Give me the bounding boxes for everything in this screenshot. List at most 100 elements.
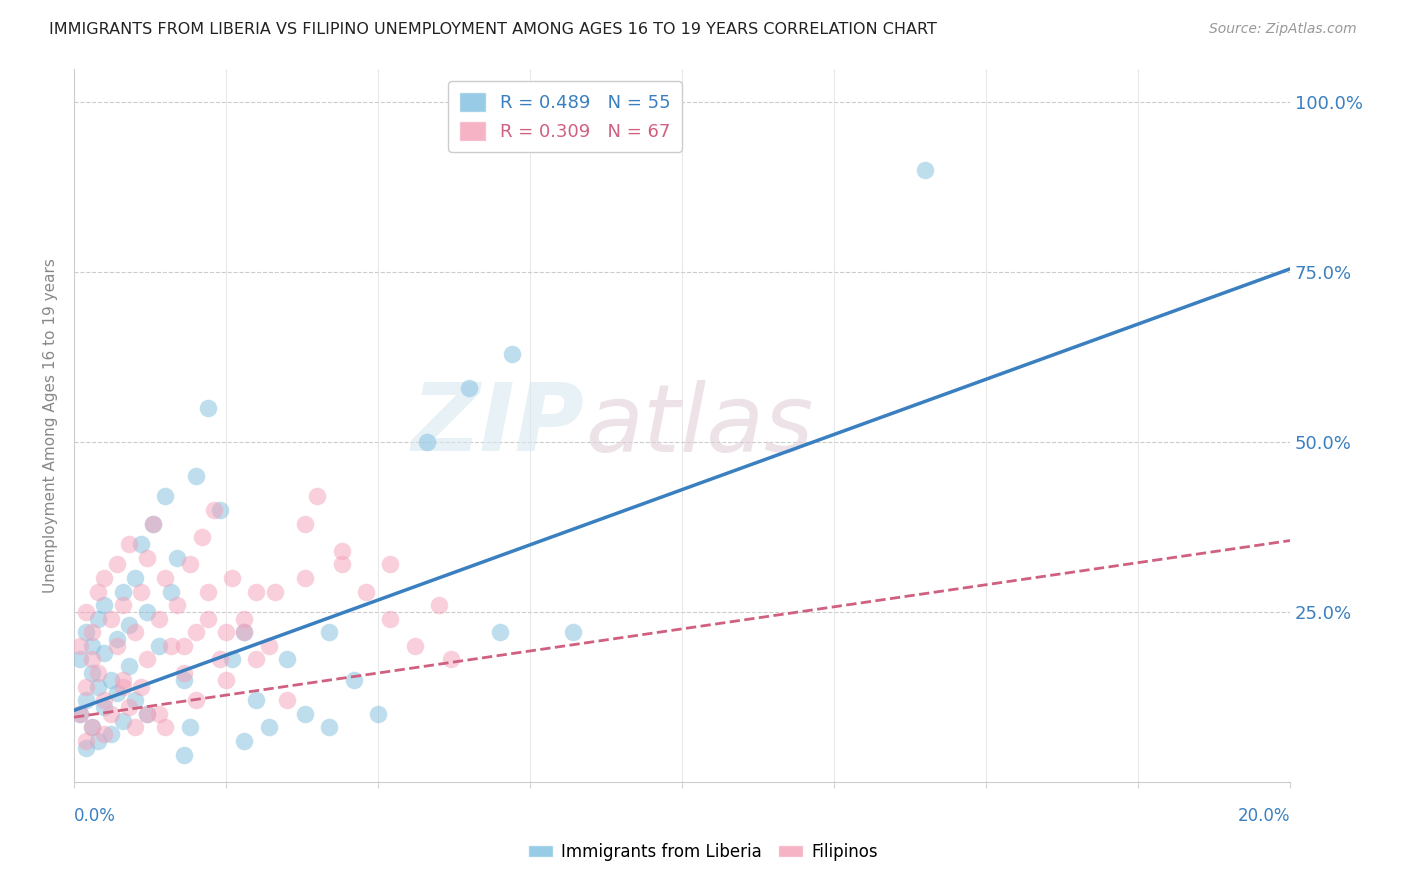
Point bbox=[105, 639, 128, 653]
Point bbox=[118, 700, 141, 714]
Text: 20.0%: 20.0% bbox=[1237, 807, 1291, 825]
Point bbox=[318, 625, 340, 640]
Point bbox=[148, 706, 170, 721]
Point bbox=[82, 625, 104, 640]
Point bbox=[160, 584, 183, 599]
Point bbox=[75, 605, 97, 619]
Point bbox=[69, 639, 91, 653]
Point bbox=[233, 612, 256, 626]
Point bbox=[330, 558, 353, 572]
Point bbox=[488, 625, 510, 640]
Point bbox=[914, 163, 936, 178]
Point bbox=[100, 706, 122, 721]
Point bbox=[87, 734, 110, 748]
Point bbox=[294, 706, 316, 721]
Point bbox=[160, 639, 183, 653]
Point bbox=[136, 550, 159, 565]
Point bbox=[87, 666, 110, 681]
Point bbox=[215, 625, 238, 640]
Point bbox=[318, 720, 340, 734]
Point bbox=[155, 571, 177, 585]
Point bbox=[111, 680, 134, 694]
Point bbox=[415, 435, 437, 450]
Point bbox=[197, 401, 219, 416]
Point bbox=[136, 652, 159, 666]
Point bbox=[129, 584, 152, 599]
Point bbox=[215, 673, 238, 687]
Point bbox=[75, 693, 97, 707]
Point bbox=[458, 381, 481, 395]
Point bbox=[208, 503, 231, 517]
Point bbox=[82, 720, 104, 734]
Point bbox=[354, 584, 377, 599]
Point bbox=[69, 706, 91, 721]
Point bbox=[124, 720, 146, 734]
Point bbox=[93, 693, 115, 707]
Point bbox=[221, 652, 243, 666]
Text: IMMIGRANTS FROM LIBERIA VS FILIPINO UNEMPLOYMENT AMONG AGES 16 TO 19 YEARS CORRE: IMMIGRANTS FROM LIBERIA VS FILIPINO UNEM… bbox=[49, 22, 936, 37]
Point bbox=[82, 666, 104, 681]
Point bbox=[233, 625, 256, 640]
Point bbox=[427, 598, 450, 612]
Point bbox=[208, 652, 231, 666]
Point bbox=[184, 469, 207, 483]
Point bbox=[191, 530, 214, 544]
Point bbox=[93, 571, 115, 585]
Point bbox=[87, 584, 110, 599]
Point bbox=[82, 639, 104, 653]
Point bbox=[294, 516, 316, 531]
Text: ZIP: ZIP bbox=[412, 379, 585, 471]
Point bbox=[173, 673, 195, 687]
Point bbox=[118, 659, 141, 673]
Point bbox=[245, 584, 267, 599]
Point bbox=[105, 632, 128, 646]
Point bbox=[105, 558, 128, 572]
Point bbox=[75, 680, 97, 694]
Point bbox=[124, 693, 146, 707]
Point bbox=[75, 740, 97, 755]
Point bbox=[100, 612, 122, 626]
Point bbox=[111, 673, 134, 687]
Point bbox=[276, 652, 298, 666]
Point bbox=[197, 612, 219, 626]
Point bbox=[343, 673, 366, 687]
Point bbox=[166, 598, 188, 612]
Point bbox=[69, 706, 91, 721]
Point bbox=[233, 625, 256, 640]
Point bbox=[111, 598, 134, 612]
Point bbox=[245, 652, 267, 666]
Point bbox=[173, 747, 195, 762]
Point bbox=[87, 612, 110, 626]
Point bbox=[380, 558, 402, 572]
Point bbox=[75, 625, 97, 640]
Point bbox=[100, 673, 122, 687]
Text: 0.0%: 0.0% bbox=[75, 807, 115, 825]
Point bbox=[221, 571, 243, 585]
Point bbox=[148, 612, 170, 626]
Point bbox=[124, 571, 146, 585]
Point bbox=[93, 700, 115, 714]
Point bbox=[330, 543, 353, 558]
Point bbox=[69, 652, 91, 666]
Legend: R = 0.489   N = 55, R = 0.309   N = 67: R = 0.489 N = 55, R = 0.309 N = 67 bbox=[449, 81, 682, 152]
Text: Source: ZipAtlas.com: Source: ZipAtlas.com bbox=[1209, 22, 1357, 37]
Point bbox=[173, 639, 195, 653]
Point bbox=[142, 516, 165, 531]
Point bbox=[136, 706, 159, 721]
Point bbox=[75, 734, 97, 748]
Legend: Immigrants from Liberia, Filipinos: Immigrants from Liberia, Filipinos bbox=[522, 837, 884, 868]
Point bbox=[87, 680, 110, 694]
Point bbox=[136, 706, 159, 721]
Point bbox=[148, 639, 170, 653]
Point bbox=[155, 720, 177, 734]
Point bbox=[561, 625, 583, 640]
Point bbox=[263, 584, 285, 599]
Point bbox=[129, 537, 152, 551]
Point bbox=[184, 625, 207, 640]
Point bbox=[184, 693, 207, 707]
Point bbox=[93, 598, 115, 612]
Point bbox=[179, 558, 201, 572]
Point bbox=[257, 639, 280, 653]
Point bbox=[111, 584, 134, 599]
Point bbox=[82, 652, 104, 666]
